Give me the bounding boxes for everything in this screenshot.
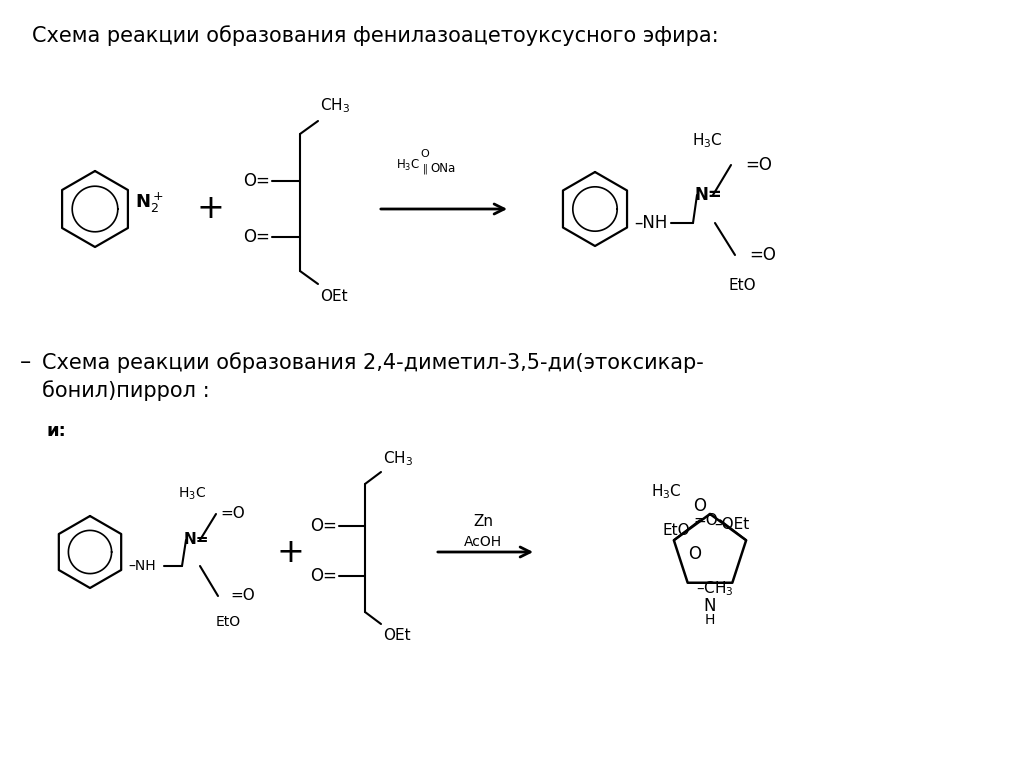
Text: H: H — [705, 613, 715, 627]
Text: –CH$_3$: –CH$_3$ — [695, 579, 733, 598]
Text: EtO: EtO — [729, 278, 757, 292]
Text: $\|$: $\|$ — [422, 162, 428, 176]
Text: N: N — [703, 597, 716, 615]
Text: N=: N= — [695, 186, 723, 204]
Text: =O: =O — [230, 588, 255, 604]
Text: O=: O= — [243, 172, 270, 190]
Text: AcOH: AcOH — [464, 535, 502, 549]
Text: +: + — [196, 193, 224, 225]
Text: OEt: OEt — [383, 628, 411, 643]
Text: и:: и: — [46, 422, 66, 440]
Text: CH$_3$: CH$_3$ — [383, 449, 413, 468]
Text: H$_3$C: H$_3$C — [396, 157, 420, 173]
Text: H$_3$C: H$_3$C — [178, 486, 206, 502]
Text: EtO: EtO — [216, 615, 241, 629]
Text: OEt: OEt — [319, 289, 347, 304]
Text: H$_3$C: H$_3$C — [691, 132, 722, 150]
Text: O: O — [688, 545, 700, 563]
Text: N$_2^+$: N$_2^+$ — [135, 191, 164, 216]
Text: N=: N= — [184, 532, 210, 548]
Text: Схема реакции образования 2,4-диметил-3,5-ди(этоксикар-: Схема реакции образования 2,4-диметил-3,… — [42, 352, 703, 373]
Text: –NH: –NH — [634, 214, 668, 232]
Text: O: O — [693, 497, 707, 515]
Text: ONa: ONa — [430, 163, 456, 176]
Text: O=: O= — [310, 567, 337, 585]
Text: EtO: EtO — [663, 523, 690, 538]
Text: O=: O= — [310, 517, 337, 535]
Text: =O: =O — [220, 506, 245, 522]
Text: –: – — [20, 352, 32, 372]
Text: =O: =O — [745, 156, 772, 174]
Text: –OEt: –OEt — [714, 517, 750, 532]
Text: =O: =O — [693, 513, 718, 528]
Text: Zn: Zn — [473, 515, 493, 529]
Text: O: O — [421, 149, 429, 159]
Text: +: + — [276, 535, 304, 568]
Text: =O: =O — [749, 246, 776, 264]
Text: O=: O= — [243, 228, 270, 246]
Text: –NH: –NH — [128, 559, 156, 573]
Text: бонил)пиррол :: бонил)пиррол : — [42, 380, 210, 401]
Text: H$_3$C: H$_3$C — [651, 482, 682, 502]
Text: Схема реакции образования фенилазоацетоуксусного эфира:: Схема реакции образования фенилазоацетоу… — [32, 25, 719, 46]
Text: CH$_3$: CH$_3$ — [319, 97, 350, 115]
